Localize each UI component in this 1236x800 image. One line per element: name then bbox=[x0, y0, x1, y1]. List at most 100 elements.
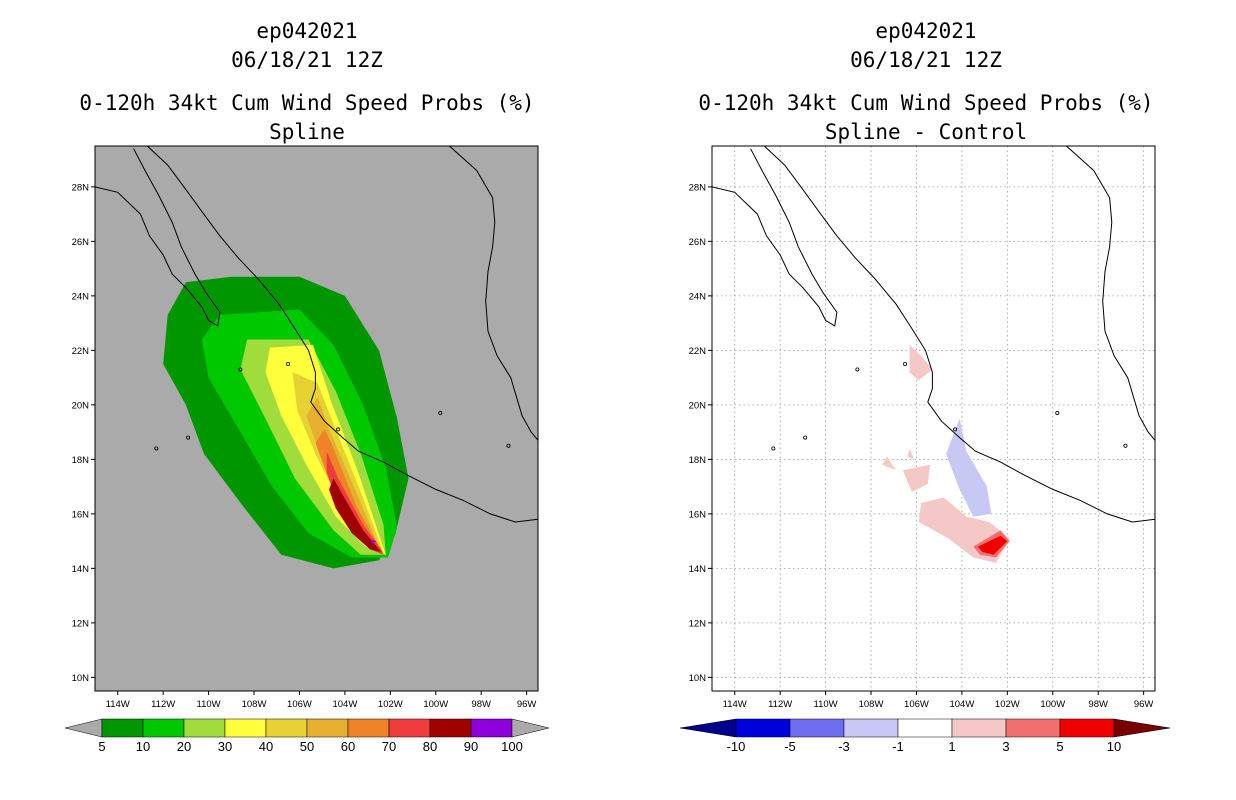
colorbar-segment bbox=[897, 718, 953, 738]
x-tick-label: 110W bbox=[197, 699, 221, 710]
y-tick-label: 26N bbox=[689, 237, 707, 248]
y-tick-label: 10N bbox=[689, 673, 707, 684]
colorbar-segment bbox=[789, 718, 845, 738]
contour-level-60 bbox=[315, 429, 384, 555]
x-tick-label: 112W bbox=[151, 699, 175, 710]
x-tick-label: 102W bbox=[995, 699, 1020, 710]
chart-title: 0-120h 34kt Cum Wind Speed Probs (%) bbox=[698, 91, 1153, 115]
y-tick-label: 18N bbox=[72, 455, 90, 466]
y-tick-label: 24N bbox=[689, 291, 707, 302]
colorbar-segment bbox=[735, 718, 791, 738]
x-tick-label: 96W bbox=[1134, 699, 1154, 710]
colorbar-segment bbox=[101, 718, 144, 738]
y-tick-label: 24N bbox=[72, 291, 90, 302]
colorbar-segment bbox=[388, 718, 431, 738]
colorbar-label: -1 bbox=[892, 739, 904, 754]
x-tick-label: 96W bbox=[517, 699, 537, 710]
colorbar-segment bbox=[470, 718, 513, 738]
x-tick-label: 104W bbox=[332, 699, 357, 710]
panel-spline: ep042021 06/18/21 12Z 0-120h 34kt Cum Wi… bbox=[64, 19, 550, 754]
colorbar-segment bbox=[429, 718, 472, 738]
x-tick-label: 106W bbox=[287, 699, 312, 710]
colorbar-segment bbox=[1059, 718, 1115, 738]
x-tick-label: 100W bbox=[423, 699, 448, 710]
colorbar-label: -5 bbox=[784, 739, 796, 754]
colorbar-label: 5 bbox=[98, 739, 105, 754]
y-tick-label: 16N bbox=[72, 509, 90, 520]
colorbar-label: -10 bbox=[727, 739, 746, 754]
contour-level--1 bbox=[946, 418, 992, 517]
colorbar-label: 40 bbox=[259, 739, 273, 754]
colorbar-label: 1 bbox=[948, 739, 955, 754]
chart-subtitle: Spline - Control bbox=[825, 120, 1027, 144]
y-tick-label: 12N bbox=[72, 618, 90, 629]
colorbar-segment bbox=[306, 718, 349, 738]
datetime-title: 06/18/21 12Z bbox=[850, 48, 1002, 72]
chart-title: 0-120h 34kt Cum Wind Speed Probs (%) bbox=[79, 91, 534, 115]
colorbar-segment bbox=[843, 718, 899, 738]
coastline bbox=[1066, 146, 1155, 441]
x-tick-label: 106W bbox=[904, 699, 929, 710]
contour-level-80 bbox=[329, 478, 382, 552]
map-area: 114W 112W 110W 108W 106W 104W 102W 100W 98W 96W 10… bbox=[689, 145, 1156, 710]
colorbar-under-triangle bbox=[679, 718, 737, 738]
datetime-title: 06/18/21 12Z bbox=[231, 48, 383, 72]
island bbox=[1055, 411, 1060, 416]
x-tick-label: 100W bbox=[1040, 699, 1065, 710]
x-tick-label: 98W bbox=[471, 699, 491, 710]
map-frame bbox=[94, 145, 539, 692]
island bbox=[903, 361, 908, 366]
colorbar-under-triangle bbox=[64, 718, 103, 738]
y-tick-label: 22N bbox=[72, 346, 90, 357]
island bbox=[438, 411, 443, 416]
contour-level-1 bbox=[909, 344, 933, 381]
y-tick-label: 14N bbox=[689, 564, 707, 575]
x-tick-label: 110W bbox=[814, 699, 838, 710]
colorbar-label: 100 bbox=[501, 739, 523, 754]
contour-level-5 bbox=[977, 535, 1008, 555]
island bbox=[506, 443, 511, 448]
colorbar-label: 3 bbox=[1002, 739, 1009, 754]
colorbar-segment bbox=[142, 718, 185, 738]
colorbar-label: 20 bbox=[177, 739, 191, 754]
y-tick-label: 20N bbox=[689, 400, 707, 411]
panel-spline-minus-control: ep042021 06/18/21 12Z 0-120h 34kt Cum Wi… bbox=[679, 19, 1171, 754]
island bbox=[1123, 443, 1128, 448]
map-area: 114W 112W 110W 108W 106W 104W 102W 100W 98W 96W 10… bbox=[72, 145, 539, 710]
colorbar-label: -3 bbox=[838, 739, 850, 754]
x-tick-label: 108W bbox=[859, 699, 884, 710]
colorbar-label: 5 bbox=[1056, 739, 1063, 754]
y-tick-label: 20N bbox=[72, 400, 90, 411]
colorbar-label: 80 bbox=[423, 739, 437, 754]
island bbox=[953, 427, 958, 432]
colorbar-segment bbox=[951, 718, 1007, 738]
coastline bbox=[712, 148, 838, 327]
x-tick-label: 104W bbox=[949, 699, 974, 710]
colorbar-label: 30 bbox=[218, 739, 232, 754]
y-tick-label: 10N bbox=[72, 673, 90, 684]
y-tick-label: 28N bbox=[689, 182, 707, 193]
map-background bbox=[712, 146, 1155, 691]
colorbar: 5 10 20 30 40 50 60 70 80 90 100 bbox=[64, 718, 550, 754]
storm-id-title: ep042021 bbox=[256, 19, 357, 43]
chart-subtitle: Spline bbox=[269, 120, 345, 144]
colorbar-segment bbox=[183, 718, 226, 738]
colorbar-label: 10 bbox=[136, 739, 150, 754]
colorbar-over-triangle bbox=[1113, 718, 1171, 738]
coastline bbox=[146, 146, 538, 523]
island bbox=[855, 367, 860, 372]
colorbar: -10 -5 -3 -1 1 3 5 10 bbox=[679, 718, 1171, 754]
colorbar-segment bbox=[347, 718, 390, 738]
x-tick-label: 112W bbox=[768, 699, 792, 710]
colorbar-label: 50 bbox=[300, 739, 314, 754]
island bbox=[771, 446, 776, 451]
contour-level-90 bbox=[369, 539, 377, 544]
x-tick-label: 114W bbox=[723, 699, 747, 710]
y-tick-label: 12N bbox=[689, 618, 707, 629]
y-tick-label: 16N bbox=[689, 509, 707, 520]
x-tick-label: 114W bbox=[106, 699, 130, 710]
coastline bbox=[95, 148, 221, 327]
contour-level-1 bbox=[902, 464, 931, 493]
x-tick-label: 98W bbox=[1088, 699, 1108, 710]
